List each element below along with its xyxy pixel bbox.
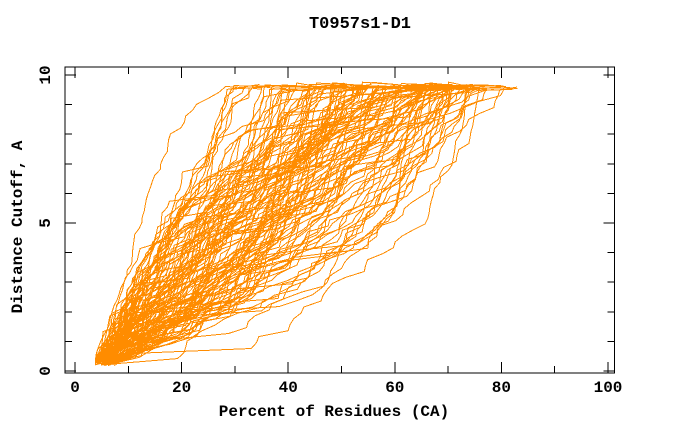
model-curve xyxy=(105,86,445,362)
model-curve xyxy=(95,82,313,362)
y-tick-label: 10 xyxy=(37,65,55,85)
model-curve xyxy=(105,86,470,366)
model-curve xyxy=(95,86,518,363)
model-curve xyxy=(108,84,485,365)
x-tick-label: 80 xyxy=(491,379,511,397)
model-curve xyxy=(114,86,463,366)
model-curve xyxy=(106,86,408,362)
chart-title: T0957s1-D1 xyxy=(308,15,412,34)
model-curve xyxy=(97,86,468,361)
model-curves xyxy=(94,81,518,367)
model-curve xyxy=(100,87,337,363)
model-curve xyxy=(95,85,255,365)
model-curve xyxy=(110,86,382,363)
model-curve xyxy=(98,85,400,365)
model-curve xyxy=(102,88,458,364)
x-tick-label: 20 xyxy=(171,379,192,397)
model-curve xyxy=(98,84,473,365)
model-curve xyxy=(111,85,401,361)
model-curve xyxy=(96,88,330,362)
x-tick-label: 40 xyxy=(278,379,298,397)
x-tick-label: 100 xyxy=(593,379,623,397)
model-curve xyxy=(108,87,455,361)
model-curve xyxy=(114,88,340,362)
model-curve xyxy=(110,85,375,365)
model-curve xyxy=(101,87,262,361)
model-curve xyxy=(112,85,360,366)
model-curve xyxy=(110,84,348,361)
x-axis-label: Percent of Residues (CA) xyxy=(218,403,450,421)
model-curve xyxy=(99,85,424,361)
plot-frame xyxy=(64,66,615,374)
model-curve xyxy=(99,87,518,363)
model-curve xyxy=(96,85,381,362)
model-curve xyxy=(109,84,504,364)
x-tick-label: 60 xyxy=(385,379,405,397)
model-curve xyxy=(103,84,426,365)
plot-border xyxy=(64,66,615,374)
model-curve xyxy=(107,87,440,363)
model-curve xyxy=(101,87,497,361)
model-curve xyxy=(107,84,442,364)
x-tick-label: 0 xyxy=(70,379,80,397)
y-tick-label: 0 xyxy=(37,366,55,376)
model-curve xyxy=(96,85,459,365)
model-curve xyxy=(113,87,484,363)
y-axis-label: Distance Cutoff, A xyxy=(9,140,27,314)
model-curve xyxy=(100,85,451,365)
model-curve xyxy=(97,87,487,361)
y-tick-label: 5 xyxy=(37,218,55,228)
